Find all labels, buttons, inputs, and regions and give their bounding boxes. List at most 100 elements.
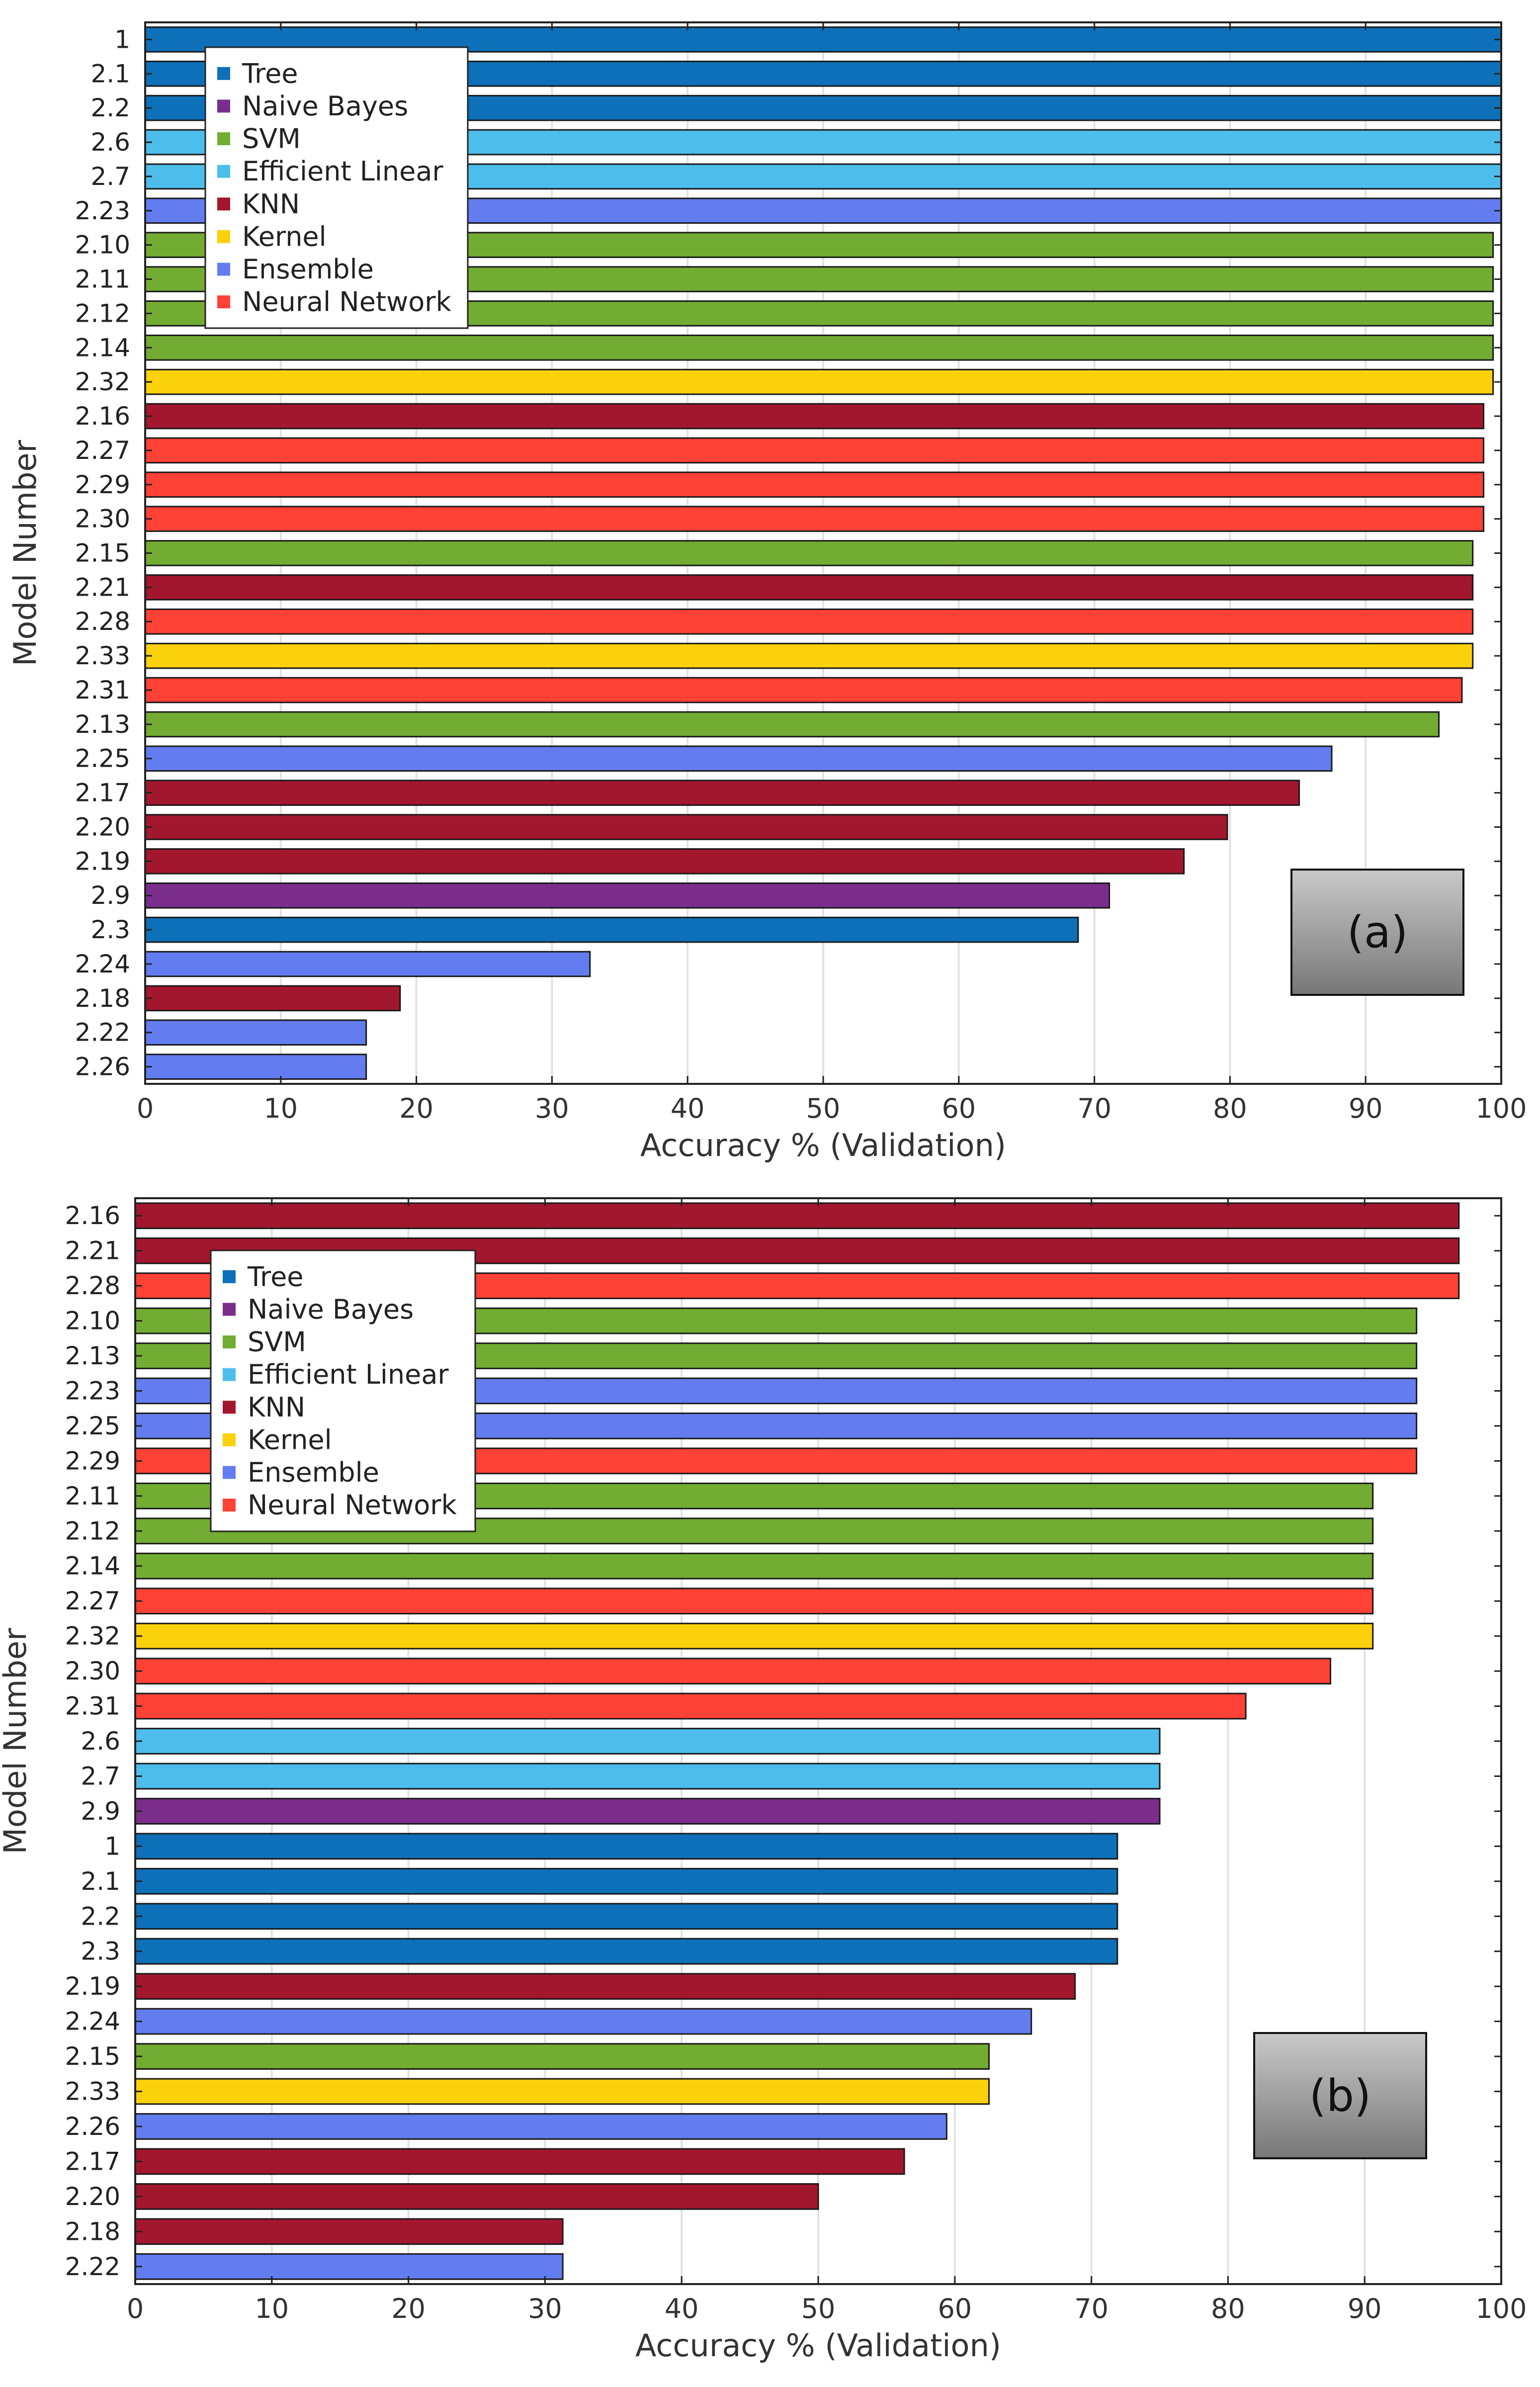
x-tick-label: 20 bbox=[399, 1093, 433, 1124]
legend-label: KNN bbox=[248, 1392, 305, 1423]
legend-swatch bbox=[223, 1433, 236, 1446]
legend-swatch bbox=[217, 295, 230, 309]
legend-swatch bbox=[223, 1335, 236, 1349]
y-tick-label: 2.25 bbox=[75, 744, 130, 773]
y-tick-label: 2.2 bbox=[90, 93, 130, 122]
y-tick-label: 2.33 bbox=[65, 2077, 120, 2106]
bar bbox=[144, 916, 1079, 943]
panel-label: (b) bbox=[1309, 2070, 1371, 2122]
x-tick-label: 70 bbox=[1077, 1093, 1112, 1124]
x-axis-title: Accuracy % (Validation) bbox=[635, 2327, 1001, 2364]
legend-label: Tree bbox=[247, 1261, 304, 1292]
y-tick-label: 2.24 bbox=[75, 950, 130, 978]
y-tick-label: 2.32 bbox=[65, 1622, 120, 1651]
x-tick-label: 50 bbox=[806, 1093, 841, 1124]
legend-swatch bbox=[223, 1466, 236, 1479]
x-tick-label: 20 bbox=[391, 2293, 426, 2324]
bar bbox=[134, 1973, 1076, 2000]
y-tick-label: 2.2 bbox=[81, 1902, 120, 1931]
panel-b: 2.162.212.282.102.132.232.252.292.112.12… bbox=[0, 1197, 1527, 2364]
legend-swatch bbox=[217, 197, 230, 211]
bar bbox=[144, 1054, 367, 1080]
legend-label: Neural Network bbox=[248, 1490, 457, 1521]
y-tick-label: 2.30 bbox=[75, 505, 130, 533]
bar bbox=[134, 1938, 1118, 1965]
legend-swatch bbox=[223, 1368, 236, 1381]
y-tick-label: 2.12 bbox=[65, 1516, 120, 1545]
x-tick-label: 10 bbox=[263, 1093, 298, 1124]
bar bbox=[134, 1798, 1161, 1825]
y-tick-label: 2.9 bbox=[81, 1797, 120, 1826]
bar bbox=[144, 334, 1494, 361]
bar bbox=[134, 1692, 1247, 1720]
y-axis-title: Model Number bbox=[0, 1628, 33, 1854]
panel-a: 1 2.1 2.2 2.6 2.7 2.23 2.10 2.11 2.12 2.14 2.32 2.1… bbox=[7, 21, 1527, 1163]
y-tick-label: 2.16 bbox=[65, 1201, 120, 1230]
bar bbox=[134, 1903, 1118, 1930]
legend-label: Naive Bayes bbox=[242, 90, 408, 122]
x-tick-label: 90 bbox=[1348, 2293, 1382, 2324]
legend-swatch bbox=[217, 99, 230, 113]
y-tick-label: 2.6 bbox=[90, 128, 130, 157]
bar bbox=[134, 2008, 1032, 2035]
legend-label: Tree bbox=[242, 58, 298, 89]
x-tick-label: 40 bbox=[665, 2293, 699, 2324]
bar bbox=[144, 437, 1485, 464]
bar bbox=[134, 1763, 1161, 1790]
legend-swatch bbox=[217, 230, 230, 243]
y-tick-label: 1 bbox=[104, 1832, 120, 1860]
y-tick-label: 2.30 bbox=[65, 1657, 120, 1685]
bar bbox=[134, 1867, 1118, 1895]
bar bbox=[144, 882, 1111, 909]
x-tick-label: 0 bbox=[137, 1093, 154, 1124]
y-tick-label: 2.1 bbox=[81, 1867, 120, 1896]
bar bbox=[144, 711, 1440, 738]
legend-swatch bbox=[217, 132, 230, 146]
bar bbox=[144, 985, 401, 1012]
y-tick-label: 2.12 bbox=[75, 299, 130, 328]
legend-label: Efficient Linear bbox=[248, 1359, 449, 1390]
x-tick-label: 10 bbox=[255, 2293, 289, 2324]
y-tick-label: 2.31 bbox=[65, 1692, 120, 1721]
y-tick-label: 1 bbox=[114, 25, 130, 54]
legend-swatch bbox=[223, 1303, 236, 1316]
y-tick-label: 2.28 bbox=[75, 607, 130, 636]
legend-swatch bbox=[217, 263, 230, 276]
bar bbox=[134, 1552, 1374, 1580]
y-tick-label: 2.13 bbox=[75, 710, 130, 739]
bar bbox=[144, 506, 1485, 532]
bar bbox=[144, 745, 1333, 772]
y-tick-label: 2.10 bbox=[75, 231, 130, 260]
bar bbox=[144, 848, 1185, 875]
legend-label: Neural Network bbox=[242, 286, 451, 318]
x-tick-label: 100 bbox=[1475, 1093, 1527, 1124]
y-tick-label: 2.3 bbox=[81, 1937, 120, 1966]
legend-label: Efficient Linear bbox=[242, 156, 443, 187]
bar bbox=[144, 574, 1474, 601]
y-tick-label: 2.19 bbox=[75, 847, 130, 876]
x-tick-label: 100 bbox=[1475, 2293, 1527, 2324]
y-tick-label: 2.17 bbox=[75, 779, 130, 807]
x-tick-label: 50 bbox=[801, 2293, 836, 2324]
y-tick-label: 2.29 bbox=[65, 1446, 120, 1475]
legend-swatch bbox=[223, 1401, 236, 1414]
legend-box bbox=[204, 46, 469, 329]
y-tick-label: 2.23 bbox=[65, 1376, 120, 1405]
legend-label: SVM bbox=[248, 1326, 306, 1358]
y-tick-label: 2.15 bbox=[75, 539, 130, 568]
y-tick-label: 2.20 bbox=[75, 812, 130, 841]
y-tick-label: 2.16 bbox=[75, 402, 130, 431]
y-tick-label: 2.17 bbox=[65, 2147, 120, 2176]
y-axis-title: Model Number bbox=[7, 440, 43, 666]
y-tick-label: 2.11 bbox=[75, 265, 130, 294]
bar bbox=[134, 1728, 1161, 1755]
bar bbox=[144, 677, 1463, 704]
y-tick-label: 2.22 bbox=[65, 2252, 120, 2281]
y-tick-label: 2.27 bbox=[75, 436, 130, 465]
bar bbox=[134, 2183, 819, 2210]
y-tick-label: 2.32 bbox=[75, 367, 130, 396]
legend-swatch bbox=[223, 1270, 236, 1283]
y-tick-label: 2.21 bbox=[75, 573, 130, 602]
